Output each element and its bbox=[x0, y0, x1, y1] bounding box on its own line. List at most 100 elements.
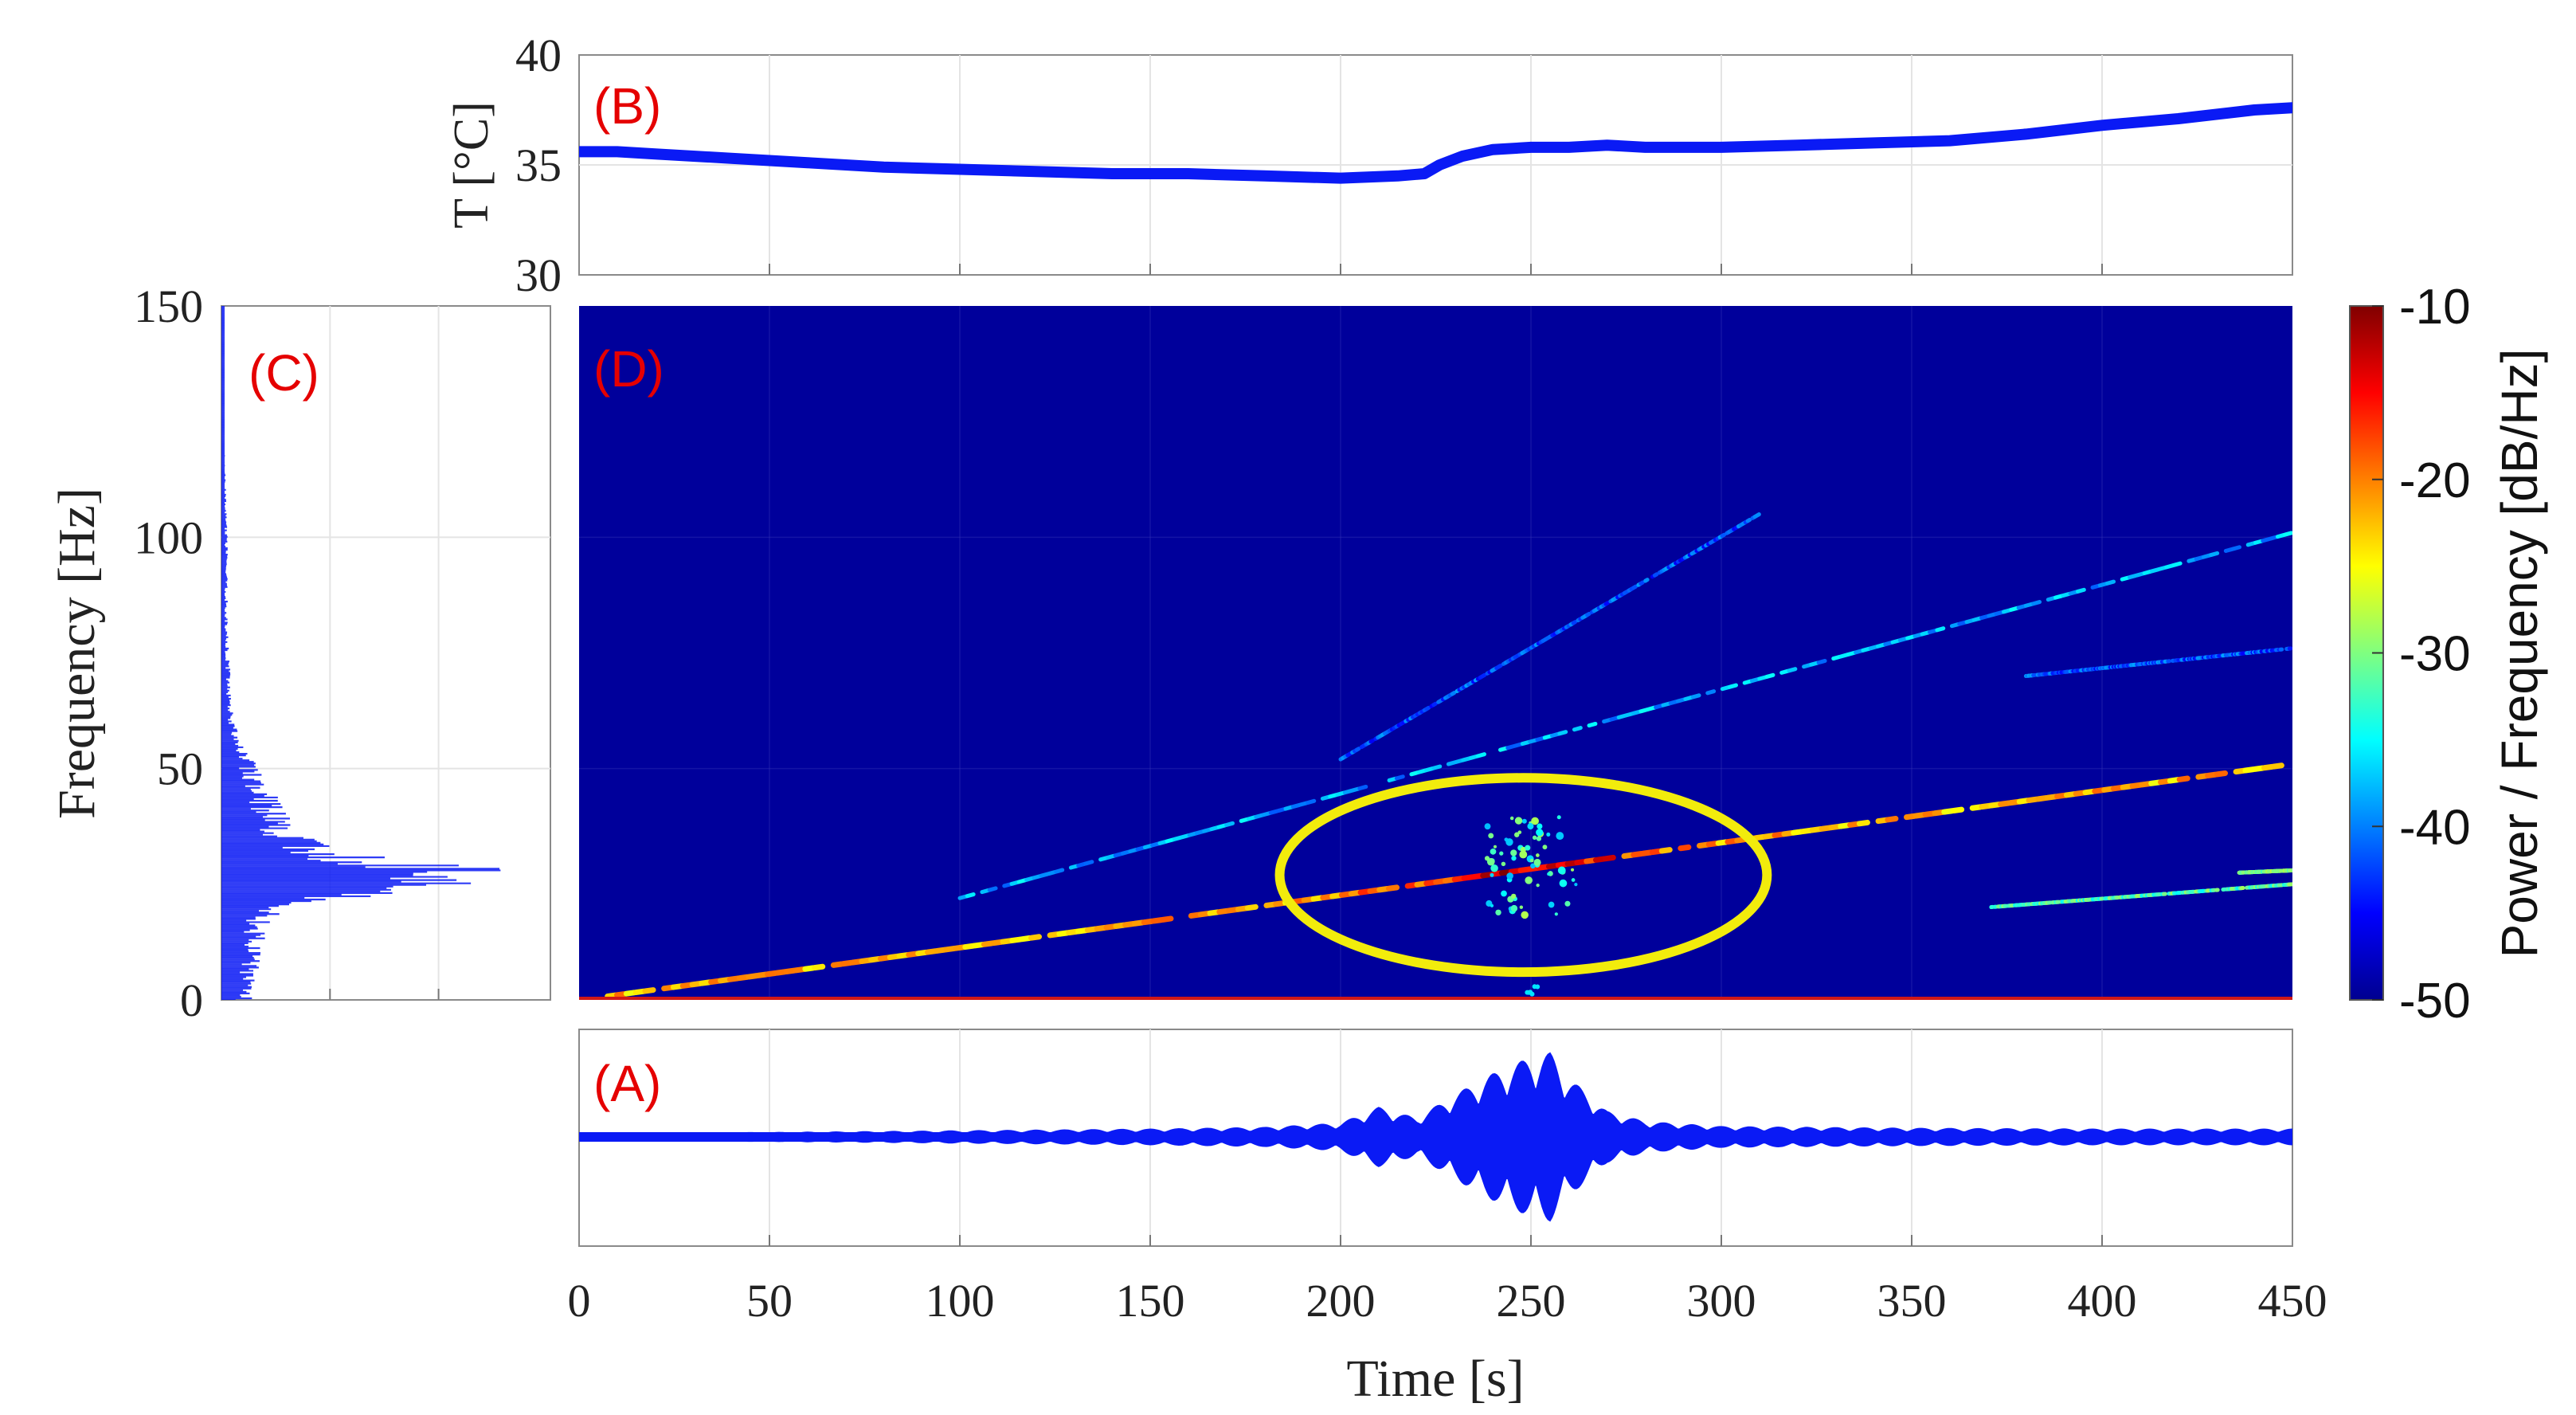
c-ytick-label: 100 bbox=[134, 512, 203, 563]
panel-b: 30 35 40 (B) T [°C] bbox=[444, 29, 2293, 301]
harmonic-segment bbox=[1854, 649, 1865, 655]
harmonic-segment bbox=[1357, 784, 1368, 791]
harmonic-segment bbox=[2002, 608, 2012, 614]
harmonic-segment bbox=[965, 892, 976, 899]
harmonic-segment bbox=[1638, 580, 1645, 586]
burst-point bbox=[1521, 818, 1527, 824]
harmonic-segment bbox=[642, 987, 656, 994]
burst-point bbox=[1533, 858, 1541, 867]
colorbar-tick-label: -30 bbox=[2399, 627, 2471, 682]
harmonic-segment bbox=[1032, 874, 1043, 880]
harmonic-segment bbox=[1683, 695, 1694, 702]
panel-d-label: (D) bbox=[593, 340, 664, 398]
burst-point bbox=[1536, 829, 1544, 837]
harmonic-segment bbox=[1764, 672, 1775, 679]
burst-point bbox=[1546, 832, 1551, 837]
burst-point bbox=[1519, 850, 1528, 859]
harmonic-segment bbox=[1409, 770, 1420, 777]
burst-point bbox=[1506, 872, 1513, 880]
c-ytick-label: 50 bbox=[157, 743, 203, 795]
harmonic-segment bbox=[1180, 833, 1191, 840]
harmonic-segment bbox=[1868, 645, 1879, 651]
harmonic-segment bbox=[1745, 517, 1752, 523]
burst-point bbox=[1556, 815, 1561, 820]
burst-point bbox=[1499, 851, 1504, 856]
harmonic-segment bbox=[1306, 798, 1317, 805]
time-tick-label: 450 bbox=[2258, 1275, 2327, 1327]
time-tick-label: 200 bbox=[1306, 1275, 1376, 1327]
burst-point bbox=[1531, 817, 1539, 825]
harmonic-line-2 bbox=[2023, 646, 2292, 679]
burst-point bbox=[1510, 904, 1518, 912]
harmonic-segment bbox=[987, 886, 998, 892]
harmonic-segment bbox=[1750, 676, 1760, 684]
harmonic-segment bbox=[1616, 713, 1627, 719]
colorbar: -10 -20 -30 -40 -50 Power / Frequency [dB/Hz… bbox=[2349, 280, 2548, 1029]
burst-point bbox=[1501, 890, 1507, 897]
harmonic-segment bbox=[1135, 845, 1146, 852]
burst-point bbox=[1493, 845, 1497, 849]
burst-point bbox=[1529, 991, 1535, 997]
panel-b-yticks: 30 35 40 bbox=[515, 29, 562, 301]
harmonic-segment bbox=[2209, 551, 2220, 558]
harmonic-segment bbox=[1528, 738, 1539, 744]
harmonic-segment bbox=[1935, 626, 1946, 633]
time-tick-label: 50 bbox=[746, 1275, 793, 1327]
harmonic-segment bbox=[1624, 711, 1634, 718]
burst-point bbox=[1547, 872, 1551, 876]
harmonic-segment bbox=[1883, 641, 1894, 647]
harmonic-segment bbox=[1128, 847, 1139, 854]
harmonic-segment bbox=[1678, 844, 1692, 852]
burst-point bbox=[1521, 911, 1529, 919]
harmonic-segment bbox=[1150, 841, 1161, 848]
harmonic-segment bbox=[1742, 679, 1753, 685]
spectrogram-background bbox=[579, 306, 2292, 1000]
harmonic-segment bbox=[2186, 557, 2198, 563]
burst-point bbox=[1505, 838, 1513, 846]
harmonic-segment bbox=[1831, 654, 1842, 661]
harmonic-segment bbox=[1497, 663, 1503, 669]
c-ytick-label: 150 bbox=[134, 280, 203, 332]
harmonic-segment bbox=[1328, 793, 1339, 799]
harmonic-segment bbox=[1368, 738, 1375, 744]
burst-point bbox=[1564, 900, 1571, 907]
harmonic-segment bbox=[1638, 708, 1650, 714]
harmonic-segment bbox=[1949, 622, 1960, 629]
harmonic-segment bbox=[1928, 628, 1938, 634]
harmonic-segment bbox=[1787, 667, 1798, 673]
harmonic-segment bbox=[1480, 672, 1487, 679]
harmonic-segment bbox=[2009, 606, 2020, 612]
harmonic-segment bbox=[1513, 742, 1524, 748]
panel-c-label: (C) bbox=[249, 344, 319, 402]
harmonic-segment bbox=[1246, 815, 1257, 821]
harmonic-segment bbox=[1224, 821, 1235, 828]
harmonic-line-3 bbox=[1338, 512, 1761, 762]
harmonic-segment bbox=[1076, 861, 1087, 868]
harmonic-segment bbox=[980, 888, 991, 895]
harmonic-segment bbox=[1643, 578, 1650, 583]
burst-point bbox=[1510, 893, 1517, 900]
burst-point bbox=[1530, 863, 1536, 869]
harmonic-segment bbox=[1113, 852, 1124, 858]
harmonic-segment bbox=[2275, 532, 2286, 539]
harmonic-segment bbox=[1450, 691, 1457, 696]
harmonic-segment bbox=[2090, 583, 2101, 590]
harmonic-segment bbox=[1971, 616, 1983, 622]
harmonic-segment bbox=[1520, 739, 1531, 747]
harmonic-segment bbox=[1173, 835, 1183, 841]
harmonic-segment bbox=[2023, 602, 2034, 608]
harmonic-segment bbox=[1856, 819, 1870, 827]
harmonic-segment bbox=[1816, 658, 1827, 665]
harmonic-segment bbox=[1505, 743, 1517, 751]
time-tick-label: 350 bbox=[1877, 1275, 1947, 1327]
harmonic-segment bbox=[1254, 813, 1265, 819]
harmonic-segment bbox=[2231, 545, 2242, 551]
harmonic-segment bbox=[1083, 860, 1094, 866]
time-tick-label: 250 bbox=[1497, 1275, 1566, 1327]
harmonic-line-0 bbox=[605, 762, 2284, 999]
harmonic-segment bbox=[1897, 636, 1909, 643]
colorbar-tick-label: -20 bbox=[2399, 453, 2471, 508]
burst-point bbox=[1501, 861, 1506, 867]
harmonic-segment bbox=[1290, 802, 1302, 809]
harmonic-segment bbox=[2176, 775, 2190, 782]
